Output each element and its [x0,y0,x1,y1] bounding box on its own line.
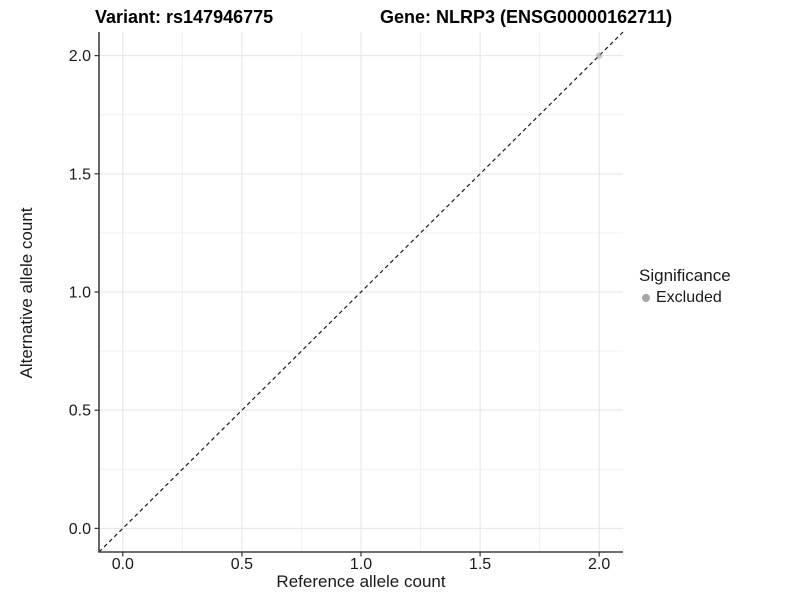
y-tick-labels: 0.0 0.5 1.0 1.5 2.0 [69,48,91,538]
legend-title: Significance [639,266,731,285]
svg-text:0.0: 0.0 [112,556,134,573]
svg-text:0.5: 0.5 [69,403,91,420]
data-points [595,52,603,59]
svg-text:0.5: 0.5 [231,556,253,573]
svg-text:1.5: 1.5 [469,556,491,573]
x-axis-title: Reference allele count [276,572,446,591]
legend-entry-label: Excluded [656,289,722,306]
y-axis-title: Alternative allele count [17,207,36,379]
plot-title-variant: Variant: rs147946775 [95,7,274,27]
plot-title-gene: Gene: NLRP3 (ENSG00000162711) [380,7,673,27]
legend-point-icon [642,294,650,302]
x-tick-labels: 0.0 0.5 1.0 1.5 2.0 [112,556,611,573]
legend: Significance Excluded [639,266,731,307]
legend-entry-excluded: Excluded [639,289,731,307]
svg-text:2.0: 2.0 [588,556,610,573]
svg-text:2.0: 2.0 [69,48,91,65]
svg-text:0.0: 0.0 [69,521,91,538]
identity-dashed-line [98,31,624,553]
svg-text:1.0: 1.0 [69,285,91,302]
svg-text:1.0: 1.0 [350,556,372,573]
svg-text:1.5: 1.5 [69,166,91,183]
axis-ticks [94,55,600,557]
